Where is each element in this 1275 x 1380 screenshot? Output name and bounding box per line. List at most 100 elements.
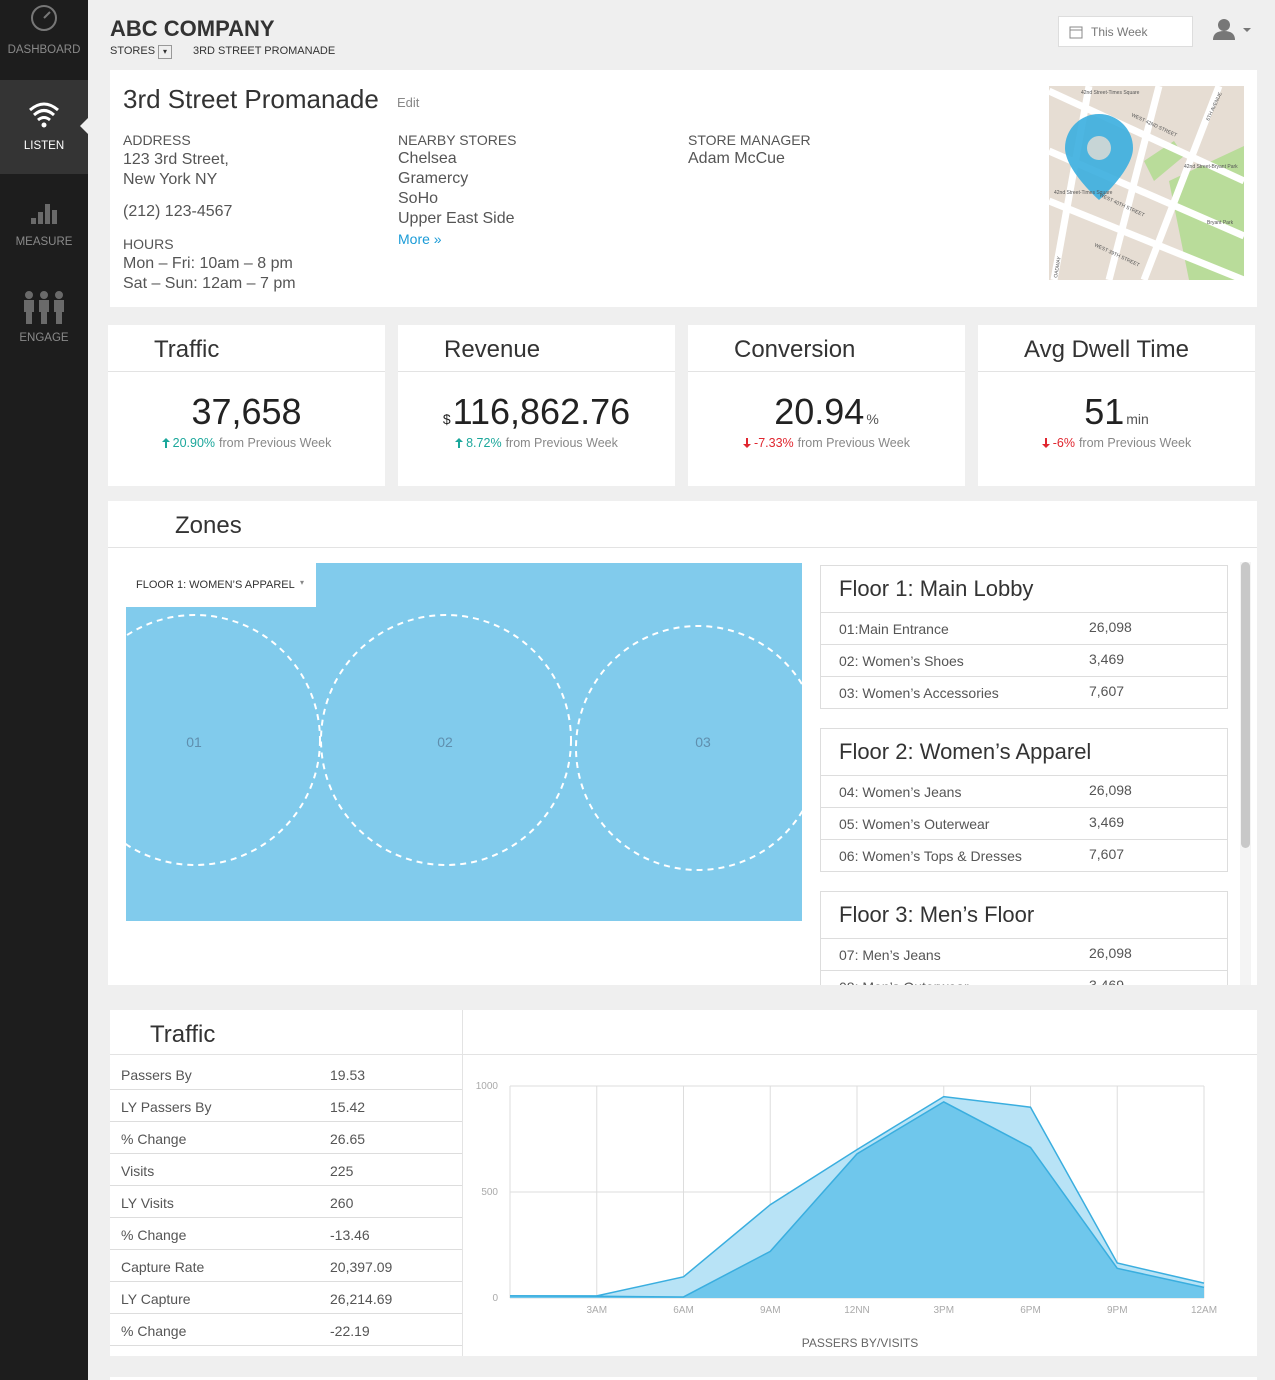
zone-value: 7,607 — [1089, 683, 1125, 699]
row-divider — [110, 1121, 462, 1122]
metric-value: 26.65 — [330, 1131, 366, 1147]
metric-value: 19.53 — [330, 1067, 366, 1083]
measure-icon — [31, 204, 57, 224]
row-divider — [821, 839, 1227, 840]
listen-icon — [41, 122, 47, 128]
metric-label: % Change — [121, 1323, 187, 1339]
metric-label: Passers By — [121, 1067, 192, 1083]
kpi-prefix: $ — [442, 411, 451, 427]
traffic-chart: 0 500 1000 3AM 6AM 9AM 12NN 3PM 6PM 9PM 12AM PASSER… — [476, 1081, 1217, 1350]
zone-value: 3,469 — [1089, 814, 1125, 830]
floor-select[interactable]: FLOOR 1: WOMEN’S APPAREL ▾ — [126, 563, 316, 607]
map-label: 42nd Street-Times Square — [1054, 190, 1113, 196]
kpi-compare: from Previous Week — [1078, 436, 1192, 450]
zone-name: 03: Women’s Accessories — [839, 685, 999, 701]
next-card — [110, 1377, 1257, 1380]
streets — [1049, 86, 1244, 280]
trend-arrow — [455, 438, 464, 448]
x-tick-label: 12AM — [1191, 1305, 1217, 1316]
field-value: Adam McCue — [688, 150, 785, 167]
metric-value: -13.46 — [330, 1227, 370, 1243]
row-divider — [110, 1089, 462, 1090]
kpi-unit: min — [1126, 411, 1149, 427]
zone-circle[interactable] — [575, 625, 802, 871]
trend-arrow — [743, 438, 752, 448]
date-button[interactable]: This Week — [1058, 16, 1193, 47]
row-divider — [110, 1313, 462, 1314]
nav-item[interactable]: DASHBOARD — [7, 44, 81, 56]
kpi-change-row: -6% from Previous Week — [978, 436, 1255, 450]
park — [1169, 146, 1244, 280]
field-value: Sat – Sun: 12am – 7 pm — [123, 275, 296, 292]
trend-arrow — [1041, 438, 1050, 448]
breadcrumb-dropdown[interactable]: ▾ — [158, 45, 172, 59]
kpi-compare: from Previous Week — [505, 436, 618, 450]
zone-value: 3,469 — [1089, 977, 1125, 985]
row-divider — [821, 970, 1227, 971]
metric-label: % Change — [121, 1227, 187, 1243]
metric-value: 15.42 — [330, 1099, 366, 1115]
trend-arrow — [743, 438, 752, 448]
metric-label: LY Capture — [121, 1291, 191, 1307]
metric-label: Capture Rate — [121, 1259, 205, 1275]
nearby-store: Upper East Side — [398, 210, 515, 227]
date-label: This Week — [1091, 25, 1148, 39]
edit-link[interactable]: Edit — [397, 95, 420, 110]
row-divider — [110, 1345, 462, 1346]
zone-name: 05: Women’s Outerwear — [839, 816, 990, 832]
kpi-value-row: 37,658 — [108, 391, 385, 433]
kpi-compare: from Previous Week — [219, 436, 332, 450]
row-divider — [110, 1249, 462, 1250]
sidebar-icons — [24, 5, 64, 324]
floor-select-label: FLOOR 1: WOMEN’S APPAREL — [136, 579, 295, 591]
zone-circle[interactable] — [126, 614, 321, 866]
zones-divider — [108, 547, 1257, 548]
kpi-value-row: $116,862.76 — [398, 391, 675, 433]
dashboard-icon — [43, 11, 51, 19]
field-value: Mon – Fri: 10am – 8 pm — [123, 255, 293, 272]
breadcrumb-stores[interactable]: STORES — [110, 45, 156, 57]
x-tick-label: 3PM — [933, 1305, 954, 1316]
row-divider — [821, 676, 1227, 677]
map-label: 42nd Street-Bryant Park — [1184, 164, 1238, 170]
metric-label: LY Visits — [121, 1195, 174, 1211]
row-divider — [110, 1185, 462, 1186]
y-tick-label: 1000 — [476, 1081, 499, 1092]
x-axis-title: PASSERS BY/VISITS — [802, 1336, 918, 1350]
zone-circle[interactable] — [320, 614, 572, 866]
nav-item[interactable]: MEASURE — [15, 236, 73, 248]
kpi-unit: % — [866, 411, 879, 427]
zone-value: 3,469 — [1089, 651, 1125, 667]
nav-item[interactable]: ENGAGE — [19, 332, 69, 344]
dashboard-icon — [31, 5, 57, 31]
y-tick-label: 0 — [492, 1293, 498, 1304]
kpi-card: Revenue $116,862.76 8.72% from Previous Wee… — [398, 325, 675, 486]
divider — [978, 371, 1255, 372]
zones-card: Zones 01 02 03 FLOOR 1: WOMEN’S APPAREL ▾ … — [108, 501, 1257, 985]
zone-value: 7,607 — [1089, 846, 1125, 862]
scroll-thumb[interactable] — [1241, 562, 1250, 848]
metric-label: Visits — [121, 1163, 155, 1179]
trend-arrow — [1041, 438, 1050, 448]
user-menu[interactable] — [1212, 18, 1256, 44]
row-divider — [821, 644, 1227, 645]
header-title: ABC COMPANY — [110, 16, 275, 41]
kpi-change: -6% — [1052, 436, 1075, 450]
more-link[interactable]: More » — [398, 231, 442, 247]
nav-item[interactable]: LISTEN — [23, 140, 65, 152]
kpi-change-row: -7.33% from Previous Week — [688, 436, 965, 450]
metric-value: 260 — [330, 1195, 354, 1211]
zone-name: 02: Women’s Shoes — [839, 653, 964, 669]
metric-label: LY Passers By — [121, 1099, 212, 1115]
kpi-value: 116,862.76 — [452, 391, 631, 432]
kpi-change: 8.72% — [466, 436, 502, 450]
nearby-store: Chelsea — [398, 150, 457, 167]
traffic-title: Traffic — [150, 1021, 216, 1048]
metric-value: 20,397.09 — [330, 1259, 393, 1275]
kpi-change-row: 8.72% from Previous Week — [398, 436, 675, 450]
map-pin — [1087, 136, 1111, 160]
kpi-value-row: 20.94% — [688, 391, 965, 433]
zone-name: 06: Women’s Tops & Dresses — [839, 848, 1022, 864]
kpi-card: Avg Dwell Time 51 min -6% from Previous Week — [978, 325, 1255, 486]
kpi-change-row: 20.90% from Previous Week — [108, 436, 385, 450]
